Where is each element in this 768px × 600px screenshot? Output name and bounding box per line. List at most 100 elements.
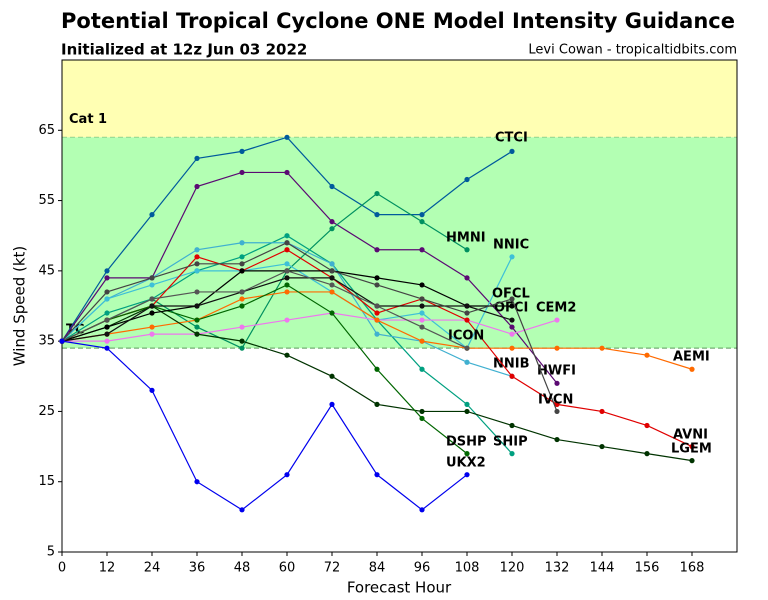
y-tick-label: 15 — [38, 474, 55, 489]
point — [284, 275, 290, 281]
point — [419, 282, 425, 288]
series-label: NNIC — [493, 238, 529, 253]
point — [464, 275, 470, 281]
point — [239, 240, 245, 246]
point — [104, 296, 110, 302]
point — [104, 275, 110, 281]
point — [374, 331, 380, 337]
point — [104, 324, 110, 330]
point — [284, 352, 290, 358]
point — [149, 310, 155, 316]
point — [329, 401, 335, 407]
point — [284, 289, 290, 295]
point — [194, 183, 200, 190]
point — [194, 155, 200, 161]
credit: Levi Cowan - tropicaltidbits.com — [528, 43, 737, 58]
point — [284, 317, 290, 323]
x-tick-label: 84 — [369, 561, 386, 576]
point — [329, 310, 335, 316]
point — [419, 408, 425, 415]
point — [599, 345, 605, 351]
point — [194, 317, 200, 323]
point — [329, 183, 335, 190]
point — [509, 422, 515, 429]
series-label: UKX2 — [446, 456, 486, 471]
point — [284, 472, 290, 478]
point — [419, 219, 425, 225]
point — [374, 247, 380, 253]
point — [284, 282, 290, 288]
point — [194, 289, 200, 295]
x-tick-label: 96 — [414, 561, 431, 576]
point — [689, 366, 695, 372]
point — [419, 324, 425, 330]
point — [239, 324, 245, 330]
point — [284, 134, 290, 140]
point — [149, 331, 155, 337]
point — [239, 303, 245, 309]
point — [419, 366, 425, 372]
point — [194, 247, 200, 253]
chart-subtitle: Initialized at 12z Jun 03 2022 — [61, 41, 307, 59]
point — [419, 317, 425, 323]
point — [464, 359, 470, 365]
point — [374, 303, 380, 309]
point — [464, 247, 470, 253]
point — [284, 233, 290, 239]
series-label: ICON — [448, 329, 484, 344]
point — [419, 212, 425, 218]
point — [419, 415, 425, 422]
point — [509, 254, 515, 260]
point — [329, 219, 335, 225]
point — [689, 443, 695, 450]
x-tick-label: 48 — [234, 561, 251, 576]
x-tick-label: 144 — [590, 561, 615, 576]
point — [194, 324, 200, 330]
series-label: OFCI — [494, 301, 528, 316]
x-tick-label: 156 — [635, 561, 660, 576]
point — [374, 472, 380, 478]
point — [104, 338, 110, 344]
point — [239, 148, 245, 154]
point — [509, 373, 515, 379]
series-label: SHIP — [493, 435, 528, 450]
x-tick-label: 168 — [680, 561, 705, 576]
point — [509, 148, 515, 154]
point — [374, 317, 380, 323]
point — [149, 387, 155, 393]
point — [509, 303, 515, 309]
series-label: NNIB — [493, 357, 530, 372]
point — [239, 296, 245, 302]
point — [104, 317, 110, 323]
point — [509, 451, 515, 457]
series-label: HMNI — [446, 231, 486, 246]
x-tick-label: 24 — [144, 561, 161, 576]
series-line — [61, 242, 558, 412]
point — [554, 380, 560, 386]
point — [239, 338, 245, 344]
point — [284, 240, 290, 246]
point — [554, 408, 560, 415]
x-tick-label: 132 — [545, 561, 570, 576]
point — [554, 401, 560, 407]
point — [329, 282, 335, 288]
point — [599, 408, 605, 415]
point — [284, 247, 290, 253]
series-line — [62, 312, 558, 342]
series-label: AEMI — [673, 350, 710, 365]
y-tick-label: 25 — [38, 404, 55, 419]
point — [554, 317, 560, 323]
point — [464, 317, 470, 323]
x-tick-label: 36 — [189, 561, 206, 576]
y-axis-label: Wind Speed (kt) — [11, 246, 29, 367]
series-label: CEM2 — [536, 301, 576, 316]
point — [374, 310, 380, 316]
point — [104, 310, 110, 316]
point — [374, 275, 380, 281]
point — [644, 422, 650, 429]
point — [464, 345, 470, 351]
point — [374, 366, 380, 372]
point — [284, 261, 290, 267]
point — [554, 345, 560, 351]
point — [104, 268, 110, 274]
